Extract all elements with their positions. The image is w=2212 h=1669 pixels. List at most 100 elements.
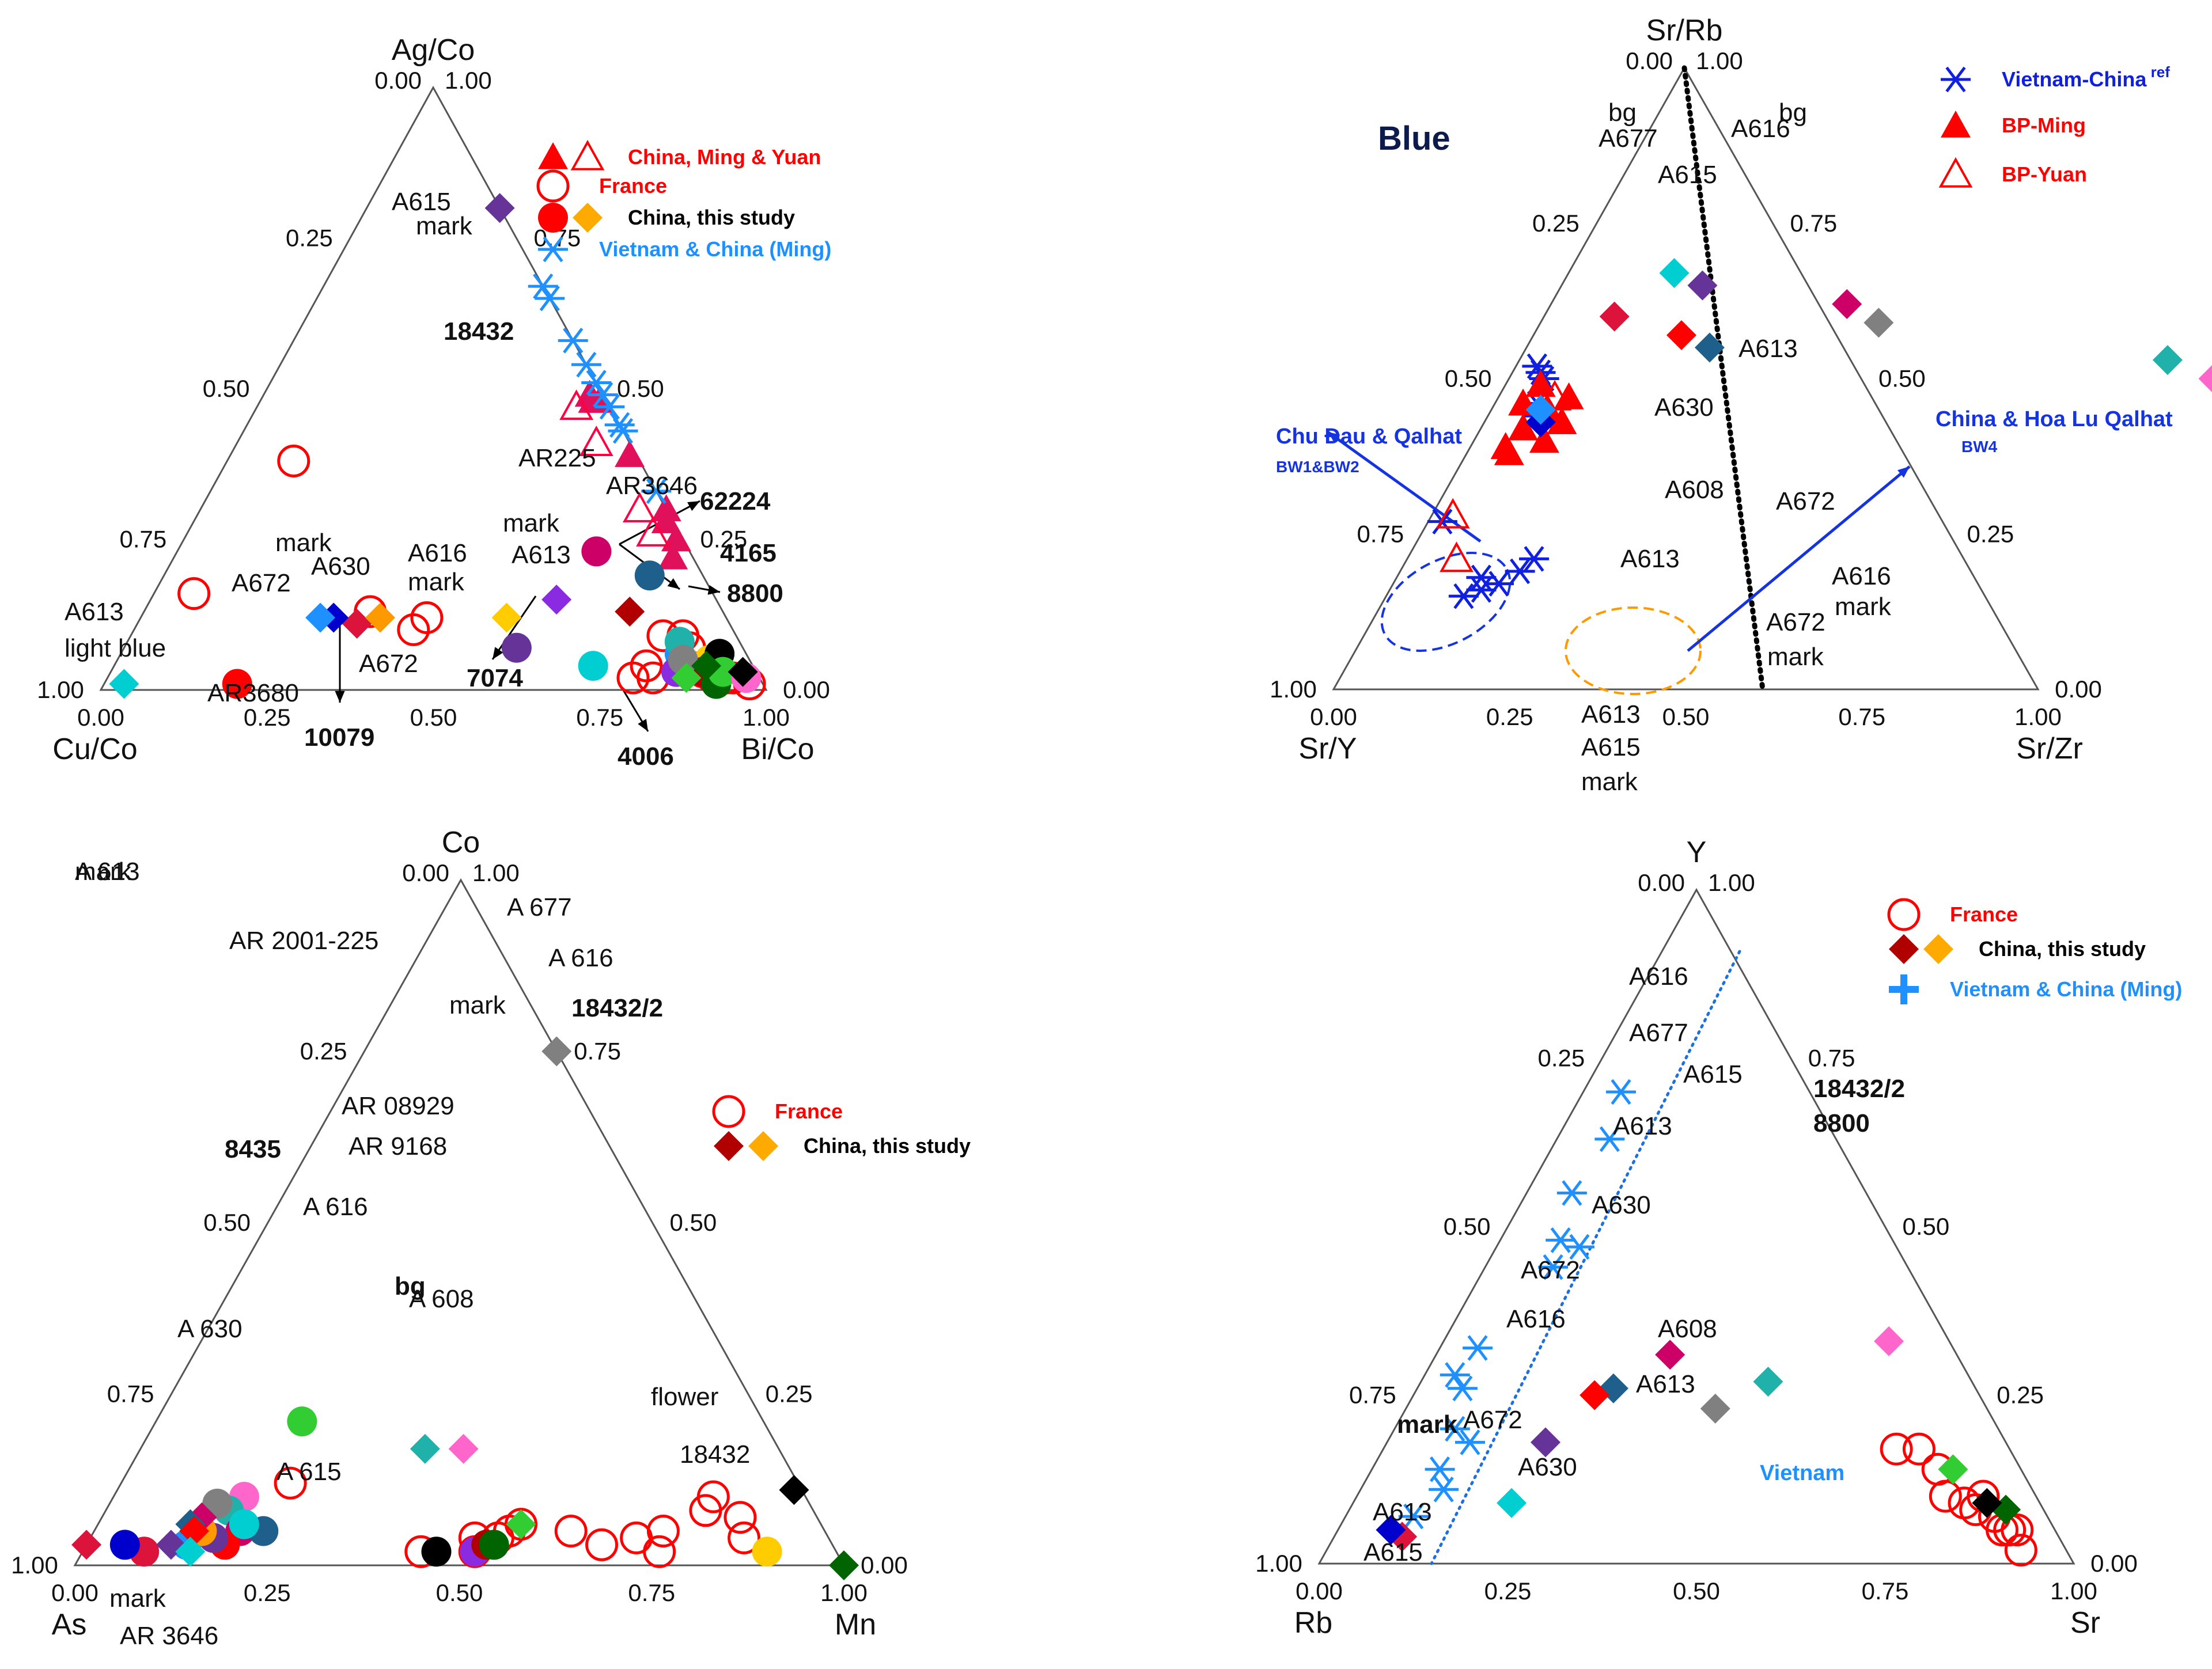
tick-left-2: 0.75 xyxy=(107,1380,154,1408)
point-france-3 xyxy=(728,1521,761,1554)
vertex-label-right: Mn xyxy=(835,1608,876,1641)
tick-top-right: 1.00 xyxy=(1696,47,1743,74)
annotation-2: 18432 xyxy=(444,317,514,346)
point-china-this-study-4 xyxy=(1694,332,1725,363)
tick-left-1: 0.50 xyxy=(203,1209,251,1236)
point-vietnam-china-ming--9 xyxy=(528,273,558,299)
triangle-frame xyxy=(73,878,846,1566)
vertex-label-top: Sr/Rb xyxy=(1646,14,1723,47)
legend-symbol-0-1 xyxy=(570,139,605,170)
annotation-5: AR 08929 xyxy=(342,1092,454,1120)
tick-right-1: 0.50 xyxy=(670,1209,717,1236)
point-vietnam-china-ming--4 xyxy=(1440,1416,1470,1442)
tick-right-bottom: 1.00 xyxy=(2050,1577,2097,1604)
annotation-16: AR 3646 xyxy=(120,1622,218,1650)
tick-right-0: 0.75 xyxy=(1790,210,1838,237)
point-vietnam-china-ming--3 xyxy=(594,394,625,420)
annotation-12: flower xyxy=(651,1383,718,1411)
legend-symbol-2-0 xyxy=(1938,157,1973,188)
point-vietnam-china-ref-1 xyxy=(1466,564,1497,591)
tick-bottom-0: 0.25 xyxy=(1486,703,1533,730)
point-vietnam-china-ming--11 xyxy=(1556,1180,1587,1206)
point-china-this-study-circles--13 xyxy=(229,1509,259,1539)
legend-symbol-2-0 xyxy=(1889,974,1919,1004)
arrow-head-0 xyxy=(687,501,700,511)
annotation-15: mark xyxy=(109,1584,166,1613)
legend-symbol-1-0 xyxy=(1889,934,1919,964)
point-bp-yuan-0 xyxy=(1440,541,1474,572)
legend-label-0: Vietnam-China ref xyxy=(2002,63,2170,91)
point-china-this-study-circles--1 xyxy=(634,560,665,591)
point-china-this-study-circles--0 xyxy=(752,1537,782,1567)
tick-right-side: 0.00 xyxy=(2055,676,2102,703)
annotation-19: 10079 xyxy=(304,723,374,752)
tick-bottom-0: 0.25 xyxy=(244,704,291,731)
tick-top-left: 0.00 xyxy=(402,859,449,886)
annotation-2: A 616 xyxy=(548,944,613,972)
tick-left-side: 1.00 xyxy=(37,676,84,703)
point-china-this-study-diamonds--4 xyxy=(410,1433,440,1464)
legend-symbol-3-0 xyxy=(538,236,568,263)
legend-symbol-1-1 xyxy=(748,1131,778,1161)
point-china-this-study-diamonds--8 xyxy=(179,1516,210,1546)
annotation-11: A616 xyxy=(408,539,467,567)
arrow-head-1 xyxy=(667,578,680,589)
annotation-1: AR 2001-225 xyxy=(229,927,378,955)
annotation-10: A 608 xyxy=(409,1285,474,1313)
point-china-this-study-diamonds--5 xyxy=(365,602,396,633)
legend-label-0: France xyxy=(775,1099,843,1123)
tick-bottom-1: 0.50 xyxy=(1673,1577,1720,1604)
tick-left-bottom: 0.00 xyxy=(51,1579,99,1606)
annotation-10: A613 xyxy=(1636,1370,1695,1398)
annotation-1: mark xyxy=(416,212,473,240)
annotation-16: light blue xyxy=(65,634,166,662)
legend-label-2: BP-Yuan xyxy=(2002,162,2087,186)
point-china-this-study-6 xyxy=(1655,1340,1685,1370)
tick-right-bottom: 1.00 xyxy=(2014,703,2062,730)
annotation-12: mark xyxy=(408,568,465,596)
tick-top-left: 0.00 xyxy=(1638,869,1685,896)
point-china-this-study-2 xyxy=(1938,1454,1968,1485)
tick-bottom-2: 0.75 xyxy=(628,1579,675,1606)
point-france-11 xyxy=(1880,1432,1913,1466)
tick-left-0: 0.25 xyxy=(300,1038,347,1065)
point-vietnam-china-ref-3 xyxy=(1483,571,1514,597)
point-china-this-study-diamonds--8 xyxy=(615,597,645,627)
point-vietnam-china-ming--12 xyxy=(1594,1126,1625,1152)
point-china-this-study-circles--3 xyxy=(501,632,532,663)
annotation-0: A 677 xyxy=(507,893,572,921)
point-vietnam-china-ming--10 xyxy=(1546,1227,1576,1253)
point-vietnam-china-ref-5 xyxy=(1519,546,1550,572)
annotation-10: mark xyxy=(275,529,332,557)
point-france-4 xyxy=(410,601,444,634)
tick-right-2: 0.25 xyxy=(1967,520,2014,547)
point-china-this-study-diamonds--4 xyxy=(305,602,336,633)
point-china-this-study-3 xyxy=(1874,1326,1904,1356)
region-label-2: China & Hoa Lu Qalhat xyxy=(1936,407,2173,431)
point-vietnam-china-ming--2 xyxy=(604,412,635,438)
tick-left-bottom: 0.00 xyxy=(1296,1577,1343,1604)
point-china-this-study-circles--2 xyxy=(222,669,252,699)
arrow-line-1 xyxy=(1687,465,1911,652)
point-france-0 xyxy=(277,445,310,478)
point-china-ming-filled-triangles--2 xyxy=(651,494,681,521)
tick-bottom-1: 0.50 xyxy=(436,1579,483,1606)
tick-bottom-2: 0.75 xyxy=(1838,703,1885,730)
point-france-10 xyxy=(1902,1432,1936,1466)
legend-symbol-2-0 xyxy=(538,203,568,233)
legend-label-1: China, this study xyxy=(804,1134,971,1158)
point-china-ming-filled-triangles--7 xyxy=(658,542,688,570)
annotation-18: A 613 xyxy=(75,858,140,886)
point-china-this-study-circles--4 xyxy=(421,1537,452,1567)
arrow-head-4 xyxy=(493,647,503,659)
point-china-this-study-12 xyxy=(1376,1515,1406,1545)
point-china-this-study-circles--5 xyxy=(287,1406,317,1437)
point-china-this-study-3 xyxy=(1832,289,1862,320)
tick-left-2: 0.75 xyxy=(1349,1382,1396,1409)
tick-bottom-0: 0.25 xyxy=(1484,1577,1532,1604)
annotation-14: A672 xyxy=(232,569,291,597)
annotation-12: A672 xyxy=(1766,608,1825,636)
vertex-label-right: Sr xyxy=(2070,1606,2100,1640)
tick-right-side: 0.00 xyxy=(2090,1550,2138,1577)
